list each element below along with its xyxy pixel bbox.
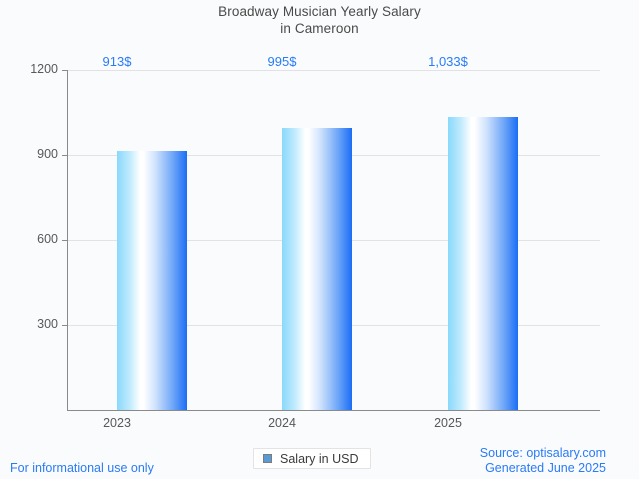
- x-tick-label-2024: 2024: [268, 416, 296, 430]
- legend-swatch-icon: [263, 454, 272, 463]
- plot-area: [67, 70, 600, 410]
- chart-legend[interactable]: Salary in USD: [253, 448, 371, 469]
- y-tick-mark: [62, 70, 67, 71]
- bar-2023[interactable]: [117, 151, 187, 410]
- chart-title-line2: in Cameroon: [280, 21, 359, 36]
- bar-label-2025: 1,033$: [428, 54, 468, 69]
- y-tick-mark: [62, 155, 67, 156]
- chart-title: Broadway Musician Yearly Salary in Camer…: [0, 3, 639, 37]
- bar-2024[interactable]: [282, 128, 352, 410]
- y-axis-line: [67, 70, 68, 411]
- legend-item-label: Salary in USD: [280, 451, 359, 466]
- disclaimer-text: For informational use only: [10, 461, 154, 475]
- bar-label-2024: 995$: [267, 54, 297, 69]
- bar-label-2023: 913$: [102, 54, 132, 69]
- x-tick-label-2025: 2025: [434, 416, 462, 430]
- y-tick-label: 300: [37, 317, 58, 331]
- chart-title-line1: Broadway Musician Yearly Salary: [218, 4, 421, 19]
- y-tick-mark: [62, 240, 67, 241]
- x-axis-line: [67, 410, 600, 411]
- source-text: Source: optisalary.com: [479, 446, 606, 460]
- gridline-1200: [67, 70, 600, 71]
- y-tick-label: 1200: [30, 62, 58, 76]
- y-tick-mark: [62, 325, 67, 326]
- x-tick-label-2023: 2023: [103, 416, 131, 430]
- bar-2025[interactable]: [448, 117, 518, 410]
- y-tick-label: 600: [37, 232, 58, 246]
- generated-text: Generated June 2025: [485, 461, 606, 475]
- source-block: Source: optisalary.com Generated June 20…: [480, 446, 606, 476]
- y-tick-label: 900: [37, 147, 58, 161]
